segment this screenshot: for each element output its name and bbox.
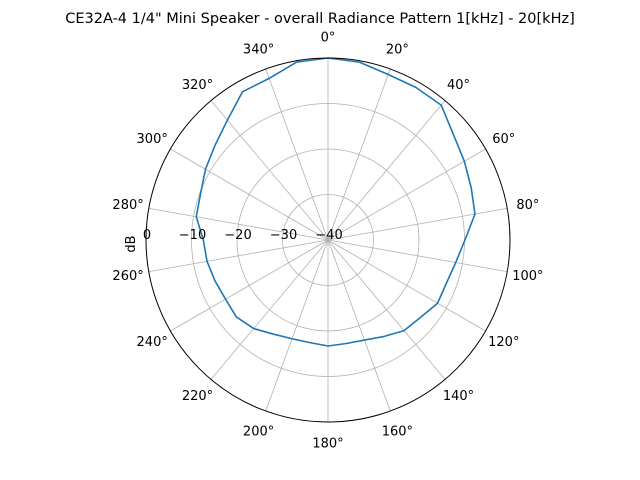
theta-tick-label: 240°: [137, 335, 168, 350]
y-axis-label: dB: [124, 235, 139, 252]
theta-tick-label: 120°: [488, 335, 519, 350]
theta-tick-label: 320°: [182, 78, 213, 93]
theta-tick-label: 20°: [386, 43, 409, 58]
chart-title: CE32A-4 1/4" Mini Speaker - overall Radi…: [65, 11, 575, 27]
theta-tick-label: 280°: [112, 198, 143, 213]
r-gridline: [282, 194, 374, 286]
theta-tick-label: 180°: [312, 437, 343, 452]
theta-tick-label: 80°: [516, 198, 539, 213]
theta-tick-label: 140°: [443, 389, 474, 404]
theta-tick-label: 160°: [382, 424, 413, 439]
r-tick-label: −30: [270, 228, 297, 243]
series-layer: [195, 57, 476, 347]
theta-tick-labels: 0° 20° 40° 60° 80° 100° 120° 140° 160° 180° 200° 22…: [112, 31, 543, 452]
theta-tick-label: 60°: [492, 132, 515, 147]
theta-tick-label: 100°: [512, 269, 543, 284]
r-tick-label: 0: [143, 228, 151, 243]
theta-tick-label: 300°: [137, 132, 168, 147]
theta-tick-label: 0°: [321, 31, 336, 46]
r-tick-label: −20: [224, 228, 251, 243]
theta-tick-label: 200°: [243, 424, 274, 439]
theta-tick-label: 260°: [112, 269, 143, 284]
polar-frame: [145, 57, 511, 423]
r-tick-label: −40: [315, 228, 342, 243]
theta-tick-label: 220°: [182, 389, 213, 404]
r-gridline: [236, 148, 420, 332]
r-tick-label: −10: [179, 228, 206, 243]
r-tick-labels: 0 −10 −20 −30 −40: [143, 228, 343, 243]
theta-tick-label: 40°: [447, 78, 470, 93]
theta-tick-label: 340°: [243, 43, 274, 58]
polar-grid: [148, 58, 508, 422]
series-line: [195, 57, 476, 347]
